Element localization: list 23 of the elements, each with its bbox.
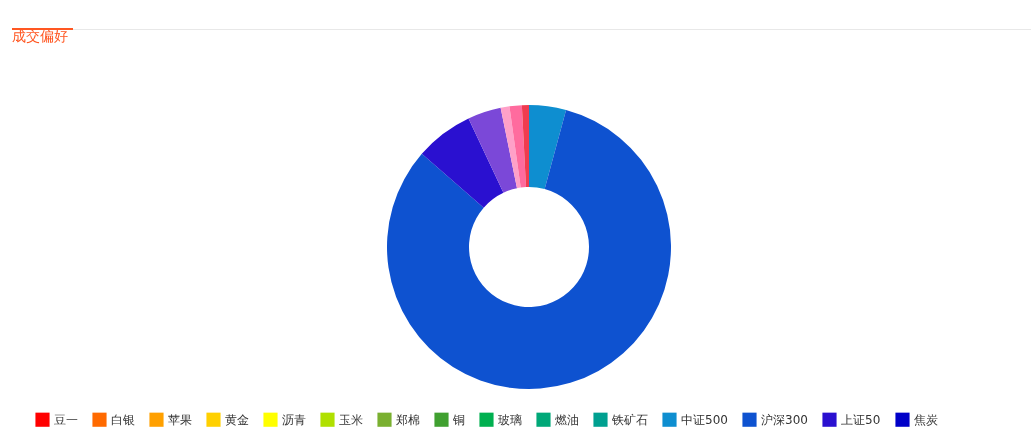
legend-label: 焦炭	[914, 412, 938, 427]
legend-label: 黄金	[225, 412, 249, 427]
legend-label: 中证500	[681, 412, 728, 427]
donut-slice	[421, 118, 504, 208]
legend-label: 白银	[111, 412, 135, 427]
donut-slice	[468, 107, 518, 193]
legend-label: 上证50	[841, 412, 881, 427]
legend-label: 燃油	[555, 412, 579, 427]
legend-label: 玻璃	[498, 412, 522, 427]
legend-label: 郑棉	[396, 412, 420, 427]
chart-title: 成交偏好	[12, 28, 68, 44]
donut-slice	[509, 105, 526, 188]
donut-slice	[529, 105, 567, 190]
legend-label: 苹果	[168, 412, 192, 427]
legend-label: 铜	[452, 412, 465, 427]
legend-label: 沪深300	[761, 412, 808, 427]
legend-label: 豆一	[54, 412, 78, 427]
legend-label: 沥青	[282, 412, 306, 427]
legend-label: 铁矿石	[611, 412, 648, 427]
legend-label: 玉米	[339, 412, 363, 427]
donut-slice	[521, 105, 529, 188]
donut-slice	[387, 109, 671, 389]
donut-slice	[500, 106, 521, 189]
